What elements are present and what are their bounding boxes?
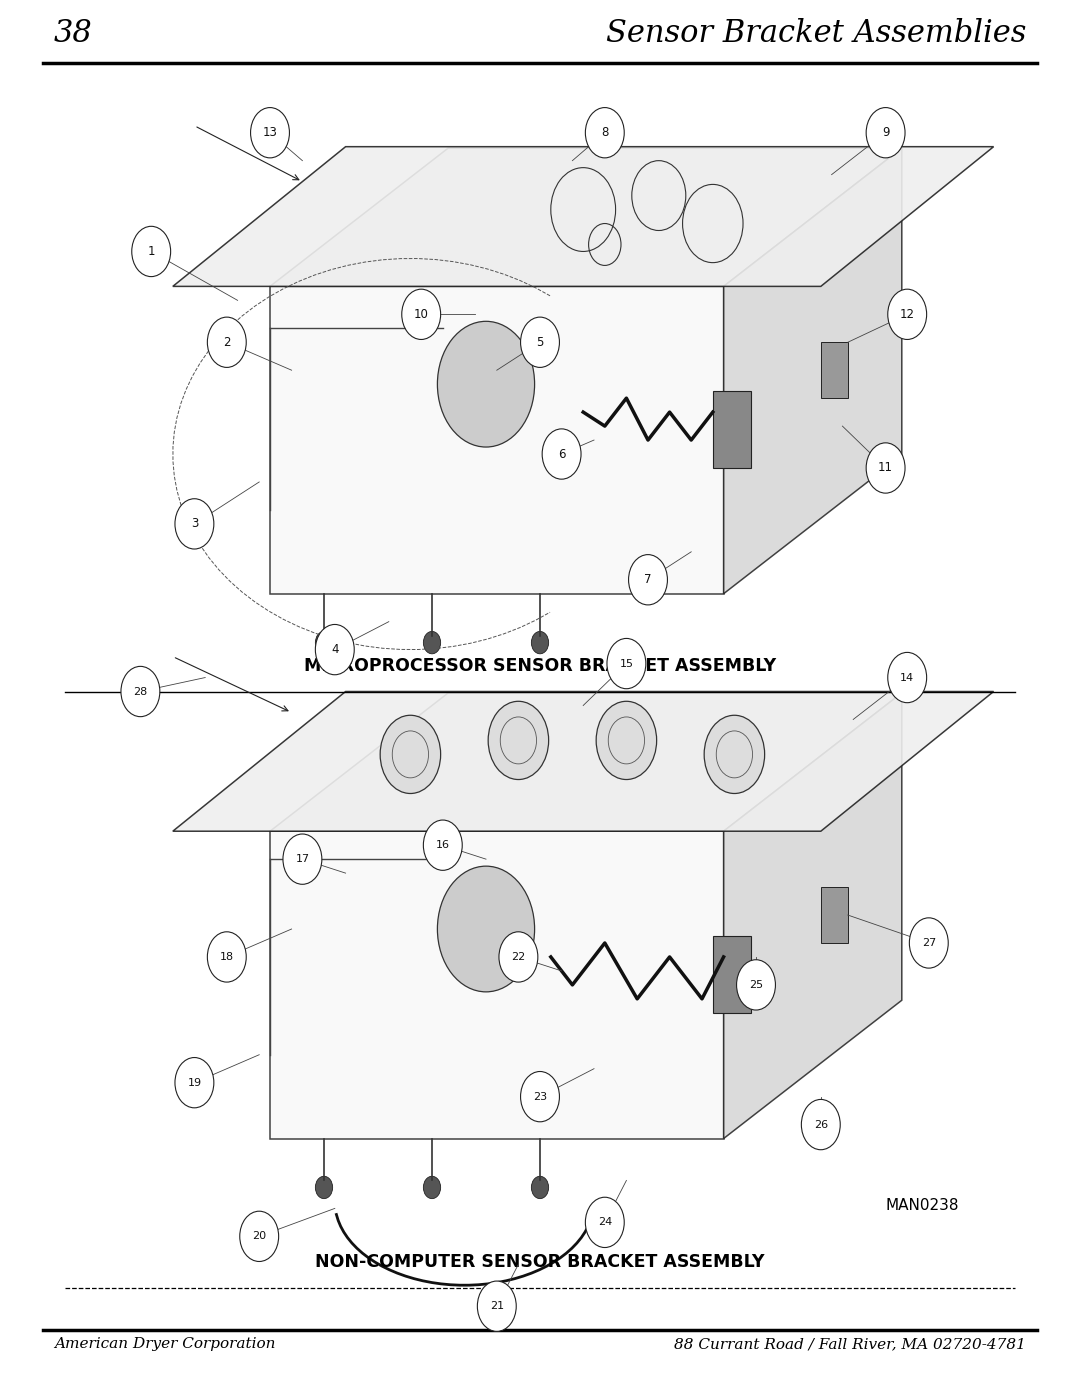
Polygon shape xyxy=(270,148,902,286)
Circle shape xyxy=(521,1071,559,1122)
Text: 8: 8 xyxy=(602,126,608,140)
Circle shape xyxy=(315,1176,333,1199)
Text: 27: 27 xyxy=(921,937,936,949)
Circle shape xyxy=(175,499,214,549)
Text: 19: 19 xyxy=(187,1077,202,1088)
Text: 12: 12 xyxy=(900,307,915,321)
Text: 20: 20 xyxy=(252,1231,267,1242)
Text: 1: 1 xyxy=(148,244,154,258)
Text: 15: 15 xyxy=(620,658,633,669)
Text: American Dryer Corporation: American Dryer Corporation xyxy=(54,1337,275,1351)
Circle shape xyxy=(207,317,246,367)
Circle shape xyxy=(315,631,333,654)
Circle shape xyxy=(423,820,462,870)
Circle shape xyxy=(888,289,927,339)
Text: Sensor Bracket Assemblies: Sensor Bracket Assemblies xyxy=(606,18,1026,49)
Text: 5: 5 xyxy=(537,335,543,349)
Text: 11: 11 xyxy=(878,461,893,475)
Circle shape xyxy=(423,631,441,654)
Circle shape xyxy=(240,1211,279,1261)
Text: 23: 23 xyxy=(532,1091,548,1102)
Text: 2: 2 xyxy=(224,335,230,349)
FancyBboxPatch shape xyxy=(713,936,751,1013)
Circle shape xyxy=(423,1176,441,1199)
FancyBboxPatch shape xyxy=(821,887,848,943)
Circle shape xyxy=(585,1197,624,1248)
Text: MICROPROCESSOR SENSOR BRACKET ASSEMBLY: MICROPROCESSOR SENSOR BRACKET ASSEMBLY xyxy=(303,657,777,675)
Text: 38: 38 xyxy=(54,18,93,49)
Polygon shape xyxy=(270,693,902,831)
Text: 6: 6 xyxy=(558,447,565,461)
Text: NON-COMPUTER SENSOR BRACKET ASSEMBLY: NON-COMPUTER SENSOR BRACKET ASSEMBLY xyxy=(315,1253,765,1271)
Circle shape xyxy=(251,108,289,158)
Text: 88 Currant Road / Fall River, MA 02720-4781: 88 Currant Road / Fall River, MA 02720-4… xyxy=(674,1337,1026,1351)
Circle shape xyxy=(737,960,775,1010)
Circle shape xyxy=(521,317,559,367)
Circle shape xyxy=(380,715,441,793)
Circle shape xyxy=(437,321,535,447)
Text: 18: 18 xyxy=(219,951,234,963)
Polygon shape xyxy=(724,148,902,594)
Circle shape xyxy=(132,226,171,277)
Text: 25: 25 xyxy=(748,979,764,990)
FancyBboxPatch shape xyxy=(821,342,848,398)
Circle shape xyxy=(531,631,549,654)
Circle shape xyxy=(207,932,246,982)
Circle shape xyxy=(315,624,354,675)
Circle shape xyxy=(175,1058,214,1108)
Circle shape xyxy=(402,289,441,339)
Text: 26: 26 xyxy=(813,1119,828,1130)
Text: 7: 7 xyxy=(645,573,651,587)
Circle shape xyxy=(488,701,549,780)
Polygon shape xyxy=(724,693,902,1139)
FancyBboxPatch shape xyxy=(713,391,751,468)
Circle shape xyxy=(585,108,624,158)
Polygon shape xyxy=(270,286,724,594)
Circle shape xyxy=(542,429,581,479)
Text: 9: 9 xyxy=(882,126,889,140)
Text: 10: 10 xyxy=(414,307,429,321)
Circle shape xyxy=(866,108,905,158)
Circle shape xyxy=(499,932,538,982)
Text: 28: 28 xyxy=(133,686,148,697)
Text: 4: 4 xyxy=(332,643,338,657)
Circle shape xyxy=(121,666,160,717)
Polygon shape xyxy=(270,831,724,1139)
Polygon shape xyxy=(173,692,994,831)
Text: 3: 3 xyxy=(191,517,198,531)
Text: 13: 13 xyxy=(262,126,278,140)
Circle shape xyxy=(704,715,765,793)
Circle shape xyxy=(866,443,905,493)
Circle shape xyxy=(283,834,322,884)
Text: 24: 24 xyxy=(597,1217,612,1228)
Text: MAN0238: MAN0238 xyxy=(886,1197,959,1213)
Circle shape xyxy=(607,638,646,689)
Circle shape xyxy=(801,1099,840,1150)
Polygon shape xyxy=(173,147,994,286)
Text: 16: 16 xyxy=(436,840,449,851)
Circle shape xyxy=(909,918,948,968)
Text: 14: 14 xyxy=(900,672,915,683)
Circle shape xyxy=(629,555,667,605)
Text: 17: 17 xyxy=(295,854,310,865)
Circle shape xyxy=(888,652,927,703)
Circle shape xyxy=(437,866,535,992)
Text: 22: 22 xyxy=(511,951,526,963)
Text: 21: 21 xyxy=(489,1301,504,1312)
Circle shape xyxy=(477,1281,516,1331)
Circle shape xyxy=(531,1176,549,1199)
Circle shape xyxy=(596,701,657,780)
